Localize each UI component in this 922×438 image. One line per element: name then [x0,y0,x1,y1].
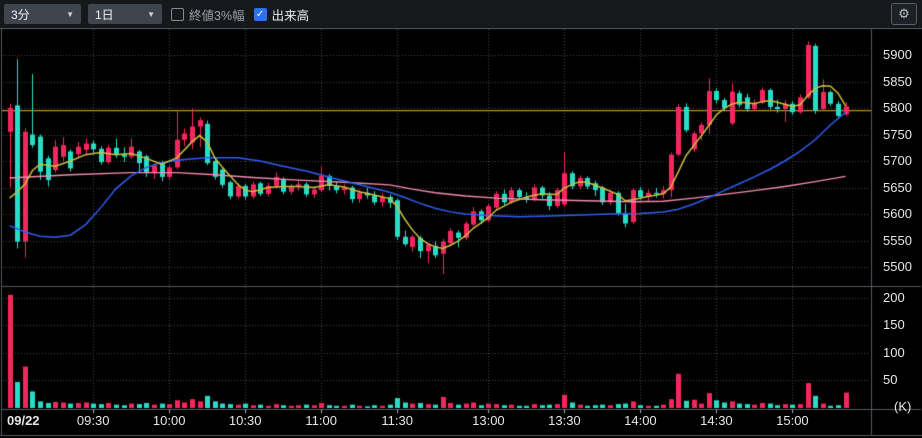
volume-checkbox[interactable]: ✓ 出来高 [253,5,310,24]
price-axis-label: 5750 [883,126,912,142]
close-band-checkbox-label: 終値3%幅 [189,8,245,23]
price-axis-label: 5600 [883,206,912,221]
time-axis-label: 13:30 [548,413,581,428]
settings-button[interactable]: ⚙ [891,3,917,25]
price-axis-label: 5700 [883,153,912,168]
price-axis-label: 5850 [883,73,912,89]
price-axis-label: 5650 [883,179,912,195]
candlestick-chart-canvas[interactable] [0,28,922,438]
volume-unit-label: (K) [894,399,912,414]
volume-axis-label: 200 [883,289,905,305]
time-axis-label: 14:00 [624,413,657,428]
interval-select[interactable]: 3分 ▼ [4,4,81,24]
volume-checkbox-label: 出来高 [271,8,310,23]
volume-axis-label: 100 [883,344,905,360]
time-axis-label: 15:00 [776,413,809,428]
interval-select-value: 3分 [11,7,30,22]
time-axis-label: 11:00 [305,413,337,428]
time-axis-label: 09:30 [76,413,110,428]
checkbox-unchecked-icon [171,7,184,21]
date-label: 09/22 [7,413,40,428]
chevron-down-icon: ▼ [147,9,155,19]
toolbar: 3分 ▼ 1日 ▼ 終値3%幅 ✓ 出来高 ⚙ [0,0,922,28]
range-select[interactable]: 1日 ▼ [88,4,162,24]
price-axis-label: 5900 [883,47,912,62]
range-select-value: 1日 [95,7,114,22]
volume-axis-label: 150 [883,317,905,333]
time-axis-label: 10:30 [228,413,262,428]
time-axis-label: 14:30 [700,413,733,428]
chevron-down-icon: ▼ [66,9,74,19]
gear-icon: ⚙ [898,6,910,21]
time-axis-label: 11:30 [381,413,413,428]
price-axis-label: 5800 [883,100,912,115]
time-axis-label: 10:00 [152,413,186,428]
price-axis-label: 5550 [883,232,912,248]
close-band-checkbox[interactable]: 終値3%幅 [171,5,245,24]
volume-axis-label: 50 [883,372,898,388]
time-axis-label: 13:00 [472,413,505,428]
checkbox-checked-icon: ✓ [253,7,267,21]
price-axis-label: 5500 [883,259,912,274]
